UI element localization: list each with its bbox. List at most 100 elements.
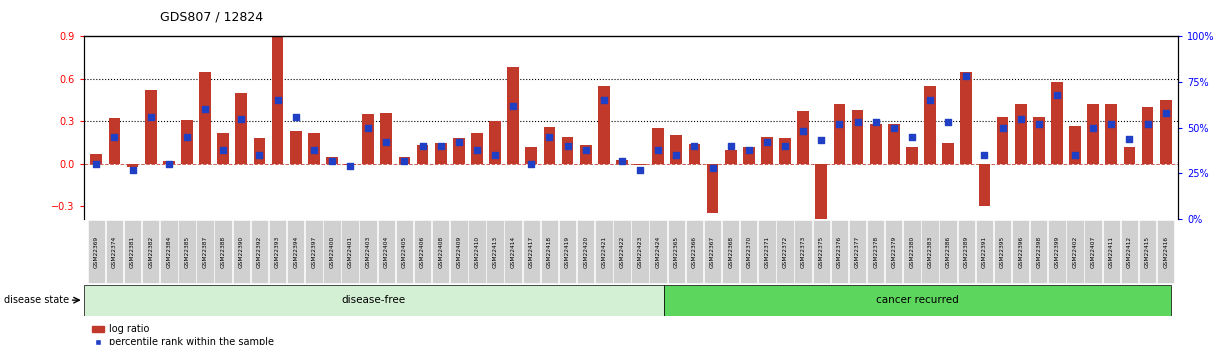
Bar	[1069, 126, 1081, 164]
Point	[667, 152, 686, 158]
Bar	[218, 132, 229, 164]
Bar	[253, 138, 266, 164]
Point	[938, 119, 958, 125]
Point	[1156, 110, 1176, 116]
FancyBboxPatch shape	[486, 220, 504, 283]
Text: GSM22374: GSM22374	[112, 236, 117, 268]
FancyBboxPatch shape	[558, 220, 576, 283]
Bar	[924, 86, 936, 164]
Point	[594, 97, 614, 103]
FancyBboxPatch shape	[903, 220, 920, 283]
Text: GSM22390: GSM22390	[239, 236, 244, 268]
FancyBboxPatch shape	[432, 220, 449, 283]
Point	[793, 129, 813, 134]
FancyBboxPatch shape	[396, 220, 413, 283]
Point	[648, 147, 668, 152]
Text: GSM22417: GSM22417	[529, 236, 534, 268]
FancyBboxPatch shape	[994, 220, 1011, 283]
Text: GSM22415: GSM22415	[1145, 236, 1150, 268]
Text: GSM22418: GSM22418	[547, 236, 552, 268]
Text: GSM22394: GSM22394	[293, 236, 298, 268]
Point	[304, 147, 323, 152]
Text: GSM22365: GSM22365	[674, 236, 679, 268]
Text: GSM22406: GSM22406	[421, 236, 426, 268]
Text: GSM22411: GSM22411	[1108, 236, 1114, 268]
Point	[503, 103, 523, 108]
Bar	[453, 138, 465, 164]
Text: GSM22378: GSM22378	[873, 236, 878, 268]
Bar	[344, 164, 355, 165]
Text: GSM22373: GSM22373	[801, 236, 806, 268]
FancyBboxPatch shape	[849, 220, 866, 283]
Text: GSM22423: GSM22423	[637, 236, 642, 268]
Text: GSM22375: GSM22375	[819, 236, 824, 268]
Text: GSM22369: GSM22369	[93, 236, 98, 268]
FancyBboxPatch shape	[867, 220, 884, 283]
Bar	[308, 132, 320, 164]
Point	[322, 158, 342, 163]
FancyBboxPatch shape	[668, 220, 685, 283]
Bar	[942, 142, 954, 164]
Bar	[870, 124, 882, 164]
Point	[812, 138, 831, 143]
Text: GSM22402: GSM22402	[1073, 236, 1077, 268]
Bar	[579, 145, 592, 164]
Bar	[996, 117, 1009, 164]
FancyBboxPatch shape	[1139, 220, 1156, 283]
Point	[557, 143, 577, 149]
Bar	[797, 111, 809, 164]
FancyBboxPatch shape	[1066, 220, 1084, 283]
Text: GSM22400: GSM22400	[330, 236, 335, 268]
Point	[1065, 152, 1085, 158]
Point	[739, 147, 759, 152]
Point	[285, 114, 305, 119]
FancyBboxPatch shape	[378, 220, 395, 283]
Point	[376, 139, 396, 145]
Point	[721, 143, 740, 149]
Bar	[961, 72, 972, 164]
FancyBboxPatch shape	[795, 220, 812, 283]
Text: GSM22383: GSM22383	[927, 236, 932, 268]
FancyBboxPatch shape	[958, 220, 975, 283]
Bar	[616, 159, 627, 164]
Bar	[417, 145, 428, 164]
FancyBboxPatch shape	[649, 220, 667, 283]
Text: GSM22395: GSM22395	[1000, 236, 1005, 268]
Bar	[490, 121, 501, 164]
Bar	[670, 136, 683, 164]
FancyBboxPatch shape	[577, 220, 594, 283]
Bar	[108, 118, 121, 164]
Text: GSM22368: GSM22368	[728, 236, 733, 268]
FancyBboxPatch shape	[975, 220, 993, 283]
Point	[957, 74, 977, 79]
Point	[196, 107, 215, 112]
FancyBboxPatch shape	[504, 220, 522, 283]
FancyBboxPatch shape	[940, 220, 957, 283]
Text: GSM22391: GSM22391	[982, 236, 986, 268]
FancyBboxPatch shape	[214, 220, 232, 283]
Text: GSM22410: GSM22410	[475, 236, 480, 268]
Text: disease state: disease state	[4, 295, 69, 305]
Point	[775, 143, 795, 149]
Point	[866, 119, 886, 125]
Bar	[562, 137, 573, 164]
Bar	[635, 164, 646, 165]
Text: GSM22387: GSM22387	[203, 236, 208, 268]
Point	[1047, 92, 1066, 98]
FancyBboxPatch shape	[342, 220, 359, 283]
Text: GSM22398: GSM22398	[1037, 236, 1042, 268]
Point	[485, 152, 504, 158]
Bar	[434, 142, 446, 164]
Point	[358, 125, 378, 130]
Text: GSM22386: GSM22386	[946, 236, 951, 268]
Point	[105, 134, 124, 139]
FancyBboxPatch shape	[1048, 220, 1065, 283]
Text: GSM22412: GSM22412	[1127, 236, 1132, 268]
Text: GSM22399: GSM22399	[1054, 236, 1059, 268]
FancyBboxPatch shape	[886, 220, 903, 283]
FancyBboxPatch shape	[776, 220, 793, 283]
FancyBboxPatch shape	[450, 220, 467, 283]
Text: GSM22382: GSM22382	[148, 236, 154, 268]
Text: cancer recurred: cancer recurred	[876, 295, 958, 305]
Point	[213, 147, 232, 152]
